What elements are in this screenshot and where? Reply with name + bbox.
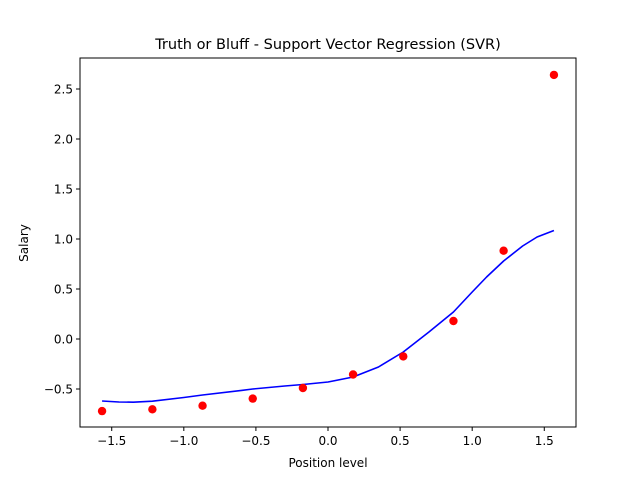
data-point [148,405,157,414]
y-tick-label: 0.5 [54,283,73,297]
plot-series [97,70,559,416]
svr-prediction-line [102,229,555,404]
y-tick-label: 1.5 [54,183,73,197]
y-tick-label: 1.0 [54,233,73,247]
x-tick-label: −1.5 [97,434,126,448]
x-tick-label: 0.5 [391,434,410,448]
x-tick-label: −0.5 [241,434,270,448]
y-axis-label: Salary [17,224,31,262]
x-axis: −1.5 −1.0 −0.5 0.0 0.5 1.0 1.5 [97,427,554,448]
data-point [198,401,207,410]
chart-title: Truth or Bluff - Support Vector Regressi… [154,37,501,53]
y-tick-label: 0.0 [54,333,73,347]
data-point [449,316,458,326]
x-tick-label: 1.0 [463,434,482,448]
x-axis-label: Position level [288,456,367,470]
y-tick-label: 2.0 [54,133,73,147]
data-point [549,70,559,80]
x-tick-label: −1.0 [169,434,198,448]
data-point [97,406,107,416]
data-point [248,394,257,403]
data-point [298,383,308,393]
x-tick-label: 0.0 [318,434,337,448]
y-tick-label: −0.5 [44,383,73,397]
y-axis: −0.5 0.0 0.5 1.0 1.5 2.0 2.5 [44,83,80,397]
x-tick-label: 1.5 [535,434,554,448]
data-point [499,246,508,255]
data-point [348,370,358,379]
y-tick-label: 2.5 [54,83,73,97]
data-point [399,352,408,361]
